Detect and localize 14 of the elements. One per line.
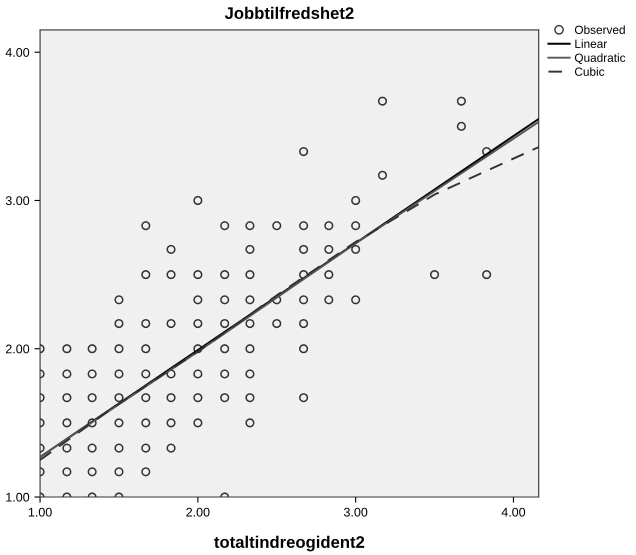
y-tick-label: 3.00 <box>6 196 30 206</box>
x-tick-label: 1.00 <box>28 508 52 517</box>
legend-label: Linear <box>575 39 607 48</box>
x-axis-title: totaltindreogident2 <box>214 536 364 552</box>
x-tick-label: 2.00 <box>186 508 210 517</box>
chart-title: Jobbtilfredshet2 <box>224 6 354 20</box>
legend-label: Observed <box>574 25 625 34</box>
x-tick-label: 3.00 <box>344 508 368 517</box>
legend-label: Quadratic <box>574 53 626 64</box>
y-tick-label: 1.00 <box>6 492 30 502</box>
legend-label: Cubic <box>574 67 604 76</box>
y-tick-label: 4.00 <box>6 48 30 57</box>
y-tick-label: 2.00 <box>6 344 30 354</box>
x-tick-label: 4.00 <box>502 508 526 517</box>
